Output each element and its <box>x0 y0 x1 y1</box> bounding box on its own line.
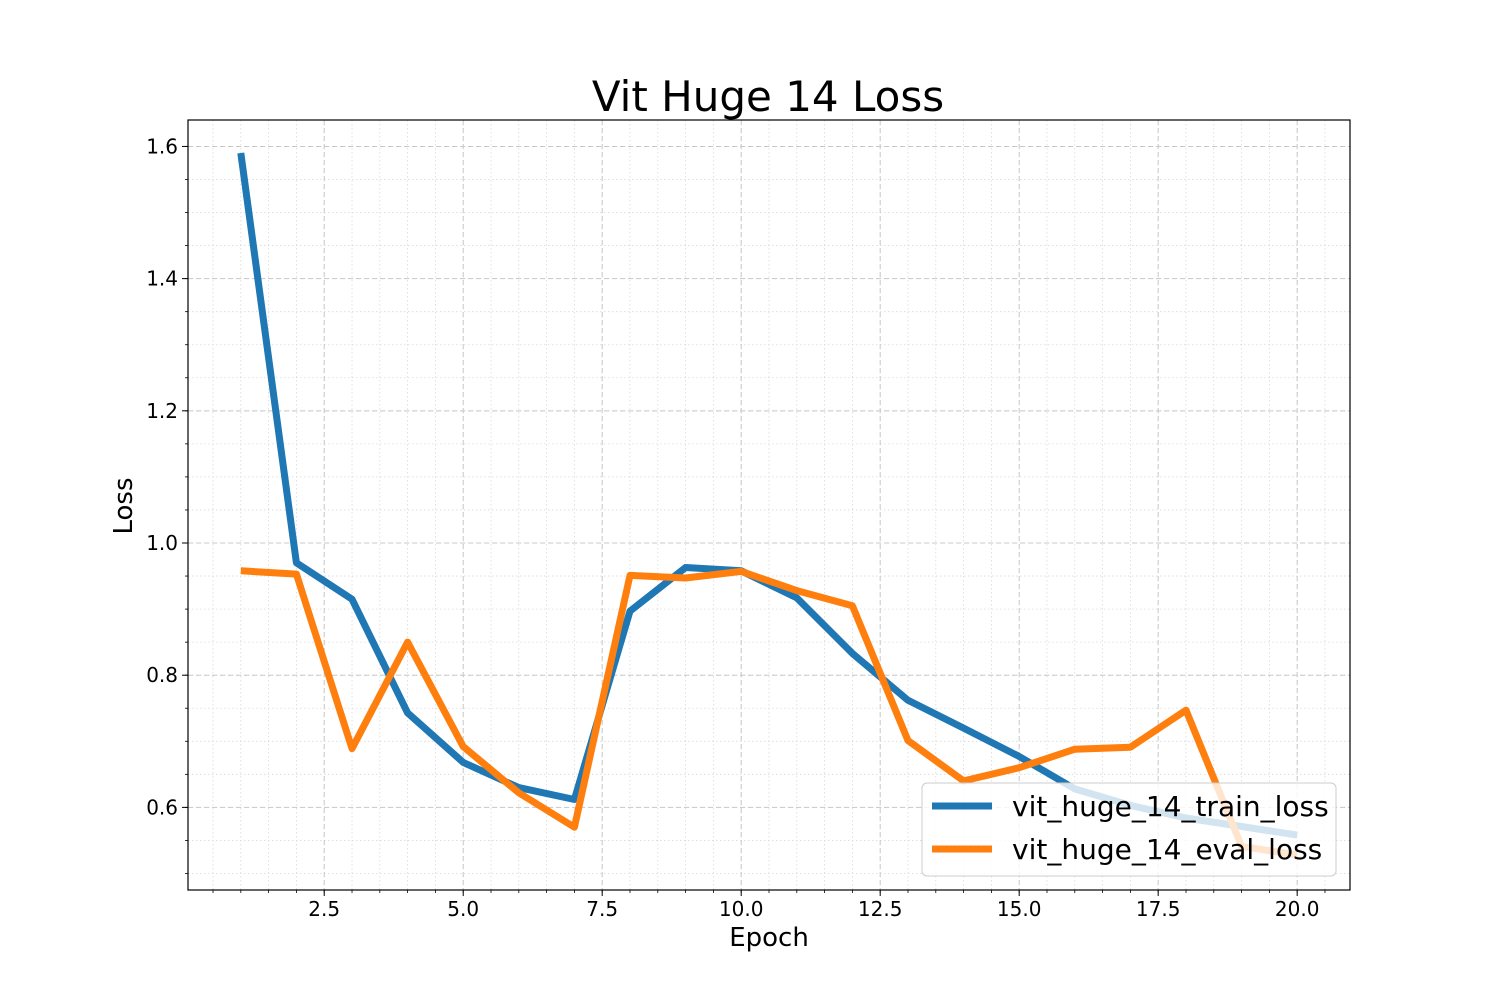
x-axis-title: Epoch <box>729 923 809 953</box>
x-tick-label: 10.0 <box>719 897 764 921</box>
chart-title: Vit Huge 14 Loss <box>592 72 944 121</box>
plot-area <box>187 119 1351 891</box>
x-tick-label: 12.5 <box>858 897 903 921</box>
series-line-eval-loss <box>240 567 1298 859</box>
x-tick-label: 20.0 <box>1275 897 1320 921</box>
x-tick-label: 2.5 <box>308 897 340 921</box>
x-axis: 2.5 5.0 7.5 10.0 12.5 15.0 17.5 20.0 <box>212 890 1326 921</box>
y-axis-title: Loss <box>109 477 139 534</box>
y-tick-label: 1.6 <box>146 134 178 158</box>
legend: vit_huge_14_train_loss vit_huge_14_eval_l… <box>921 782 1337 877</box>
legend-box <box>921 782 1337 877</box>
x-tick-label: 5.0 <box>447 897 479 921</box>
x-tick-label: 17.5 <box>1136 897 1181 921</box>
y-tick-label: 1.0 <box>146 531 178 555</box>
y-axis: 0.6 0.8 1.0 1.2 1.4 1.6 <box>146 134 188 874</box>
legend-label: vit_huge_14_eval_loss <box>1012 833 1322 866</box>
y-tick-label: 0.8 <box>146 663 178 687</box>
x-tick-label: 15.0 <box>997 897 1042 921</box>
y-tick-label: 0.6 <box>146 795 178 819</box>
y-tick-label: 1.4 <box>146 267 178 291</box>
x-tick-label: 7.5 <box>586 897 618 921</box>
legend-label: vit_huge_14_train_loss <box>1012 790 1329 823</box>
y-tick-label: 1.2 <box>146 399 178 423</box>
